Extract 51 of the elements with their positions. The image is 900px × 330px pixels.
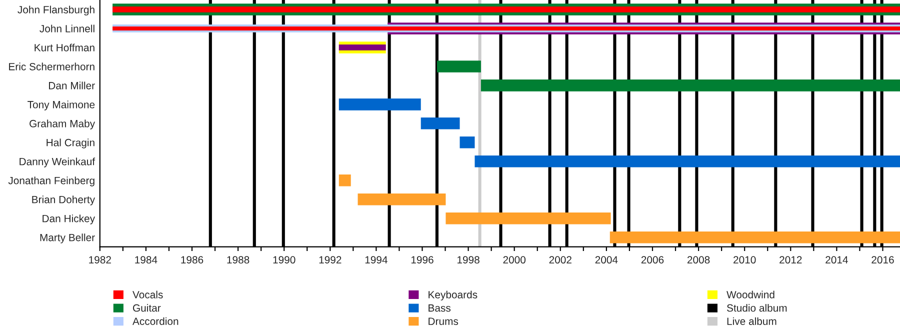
legend-label: Accordion	[132, 317, 178, 325]
x-tick-label: 1984	[135, 256, 158, 264]
x-tick-label: 2010	[734, 256, 756, 264]
bar	[420, 118, 460, 130]
bar	[460, 136, 475, 148]
legend-label: Woodwind	[726, 290, 774, 298]
x-tick-label: 2014	[826, 256, 848, 264]
bar	[610, 231, 900, 244]
x-tick-label: 2012	[780, 256, 802, 264]
legend-label: Keyboards	[428, 290, 478, 300]
x-tick-label: 2004	[595, 256, 618, 264]
y-tick-label: Graham Maby	[30, 120, 96, 130]
bar	[446, 212, 611, 224]
y-tick-label: Kurt Hoffman	[34, 44, 94, 52]
legend-label: Bass	[428, 304, 451, 312]
legend-label: Guitar	[133, 304, 161, 312]
x-tick-label: 1986	[181, 256, 204, 264]
x-tick-label: 2006	[641, 256, 664, 264]
x-tick-label: 1982	[89, 256, 111, 264]
x-tick-label: 2002	[549, 256, 572, 264]
bar	[358, 193, 446, 206]
y-tick-label: Brian Doherty	[32, 196, 96, 206]
bar	[436, 60, 481, 72]
y-tick-label: John Linnell	[40, 24, 94, 32]
bar	[112, 6, 900, 12]
y-tick-label: John Flansburgh	[18, 6, 94, 16]
bar	[338, 98, 421, 110]
y-tick-label: Eric Schermerhorn	[9, 62, 94, 70]
legend-label: Vocals	[132, 290, 163, 298]
y-tick-label: Marty Beller	[40, 234, 95, 244]
y-tick-label: Dan Miller	[49, 82, 95, 90]
x-tick-label: 2008	[687, 256, 710, 264]
legend-label: Drums	[428, 318, 458, 325]
y-tick-label: Jonathan Feinberg	[8, 176, 94, 186]
x-tick-label: 2000	[503, 256, 526, 264]
y-tick-label: Tony Maimone	[28, 100, 95, 110]
x-tick-label: 1992	[319, 256, 342, 264]
legend-label: Live album	[727, 317, 776, 325]
bar	[480, 80, 900, 92]
y-tick-label: Hal Cragin	[46, 138, 94, 148]
bar	[474, 156, 900, 168]
x-tick-label: 1988	[227, 256, 250, 264]
x-tick-label: 1996	[411, 256, 434, 264]
y-tick-label: Danny Weinkauf	[20, 158, 96, 168]
legend-label: Studio album	[726, 304, 787, 312]
y-tick-label: Dan Hickey	[42, 214, 96, 224]
x-tick-label: 1994	[365, 256, 388, 264]
bar	[338, 174, 351, 186]
x-tick-label: 1998	[458, 256, 480, 264]
x-tick-label: 2016	[872, 256, 894, 264]
x-tick-label: 1990	[273, 256, 296, 264]
